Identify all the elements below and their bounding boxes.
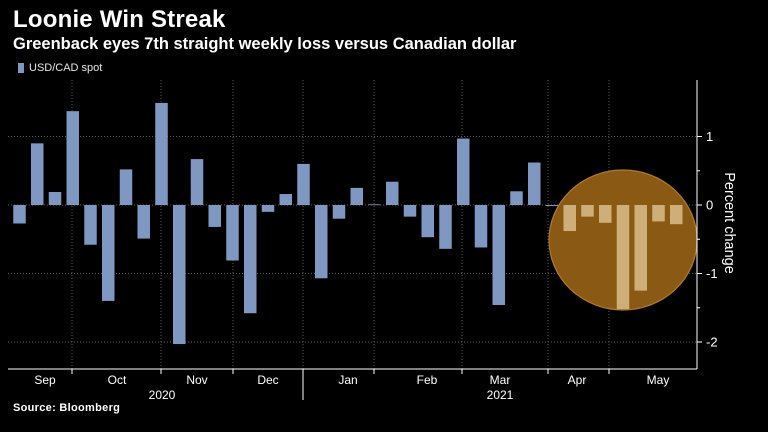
x-month-label: Sep bbox=[34, 373, 56, 387]
bar bbox=[634, 205, 647, 291]
bar bbox=[545, 205, 559, 206]
bar bbox=[528, 162, 541, 205]
bar bbox=[581, 205, 594, 217]
x-month-label: May bbox=[647, 373, 670, 387]
bar bbox=[599, 205, 612, 223]
bar bbox=[350, 187, 363, 205]
x-month-label: Dec bbox=[257, 373, 278, 387]
bar bbox=[173, 205, 186, 345]
x-month-label: Apr bbox=[568, 373, 587, 387]
chart-legend: USD/CAD spot bbox=[18, 62, 102, 74]
bar bbox=[403, 205, 417, 217]
x-month-label: Feb bbox=[417, 373, 438, 387]
bar bbox=[670, 205, 683, 225]
bar bbox=[66, 111, 79, 205]
bar bbox=[119, 169, 133, 205]
bar bbox=[190, 159, 204, 205]
bar bbox=[492, 205, 505, 306]
bar bbox=[474, 205, 488, 248]
y-tick-label: -1 bbox=[706, 266, 718, 281]
bar bbox=[244, 205, 257, 314]
y-tick-label: 0 bbox=[706, 198, 713, 213]
bar bbox=[226, 205, 239, 261]
bar bbox=[155, 102, 168, 205]
bar bbox=[208, 205, 221, 227]
legend-label: USD/CAD spot bbox=[29, 62, 103, 74]
bar bbox=[137, 205, 150, 239]
chart-subtitle: Greenback eyes 7th straight weekly loss … bbox=[13, 35, 517, 53]
bar bbox=[368, 204, 381, 206]
bar bbox=[563, 205, 576, 232]
bar bbox=[439, 205, 452, 249]
bar bbox=[315, 205, 328, 279]
bar bbox=[31, 143, 44, 205]
x-month-label: Nov bbox=[186, 373, 207, 387]
bar bbox=[13, 205, 26, 224]
legend-swatch bbox=[18, 63, 24, 73]
bar bbox=[84, 205, 97, 245]
bar bbox=[386, 181, 399, 205]
bar bbox=[261, 205, 275, 212]
y-axis-title: Percent change bbox=[721, 172, 737, 274]
bar bbox=[48, 191, 62, 205]
bar bbox=[102, 205, 115, 301]
bar bbox=[332, 205, 346, 219]
y-tick-label: 1 bbox=[706, 129, 713, 144]
x-year-label: 2021 bbox=[487, 388, 514, 402]
bar bbox=[457, 138, 470, 205]
source-note: Source: Bloomberg bbox=[13, 402, 121, 414]
y-tick-label: -2 bbox=[706, 335, 718, 350]
bar bbox=[652, 205, 665, 222]
bar bbox=[279, 194, 292, 205]
x-year-label: 2020 bbox=[149, 388, 176, 402]
bar bbox=[421, 205, 434, 238]
bar bbox=[297, 163, 310, 205]
x-month-label: Oct bbox=[108, 373, 127, 387]
bar bbox=[616, 205, 630, 310]
x-month-label: Mar bbox=[490, 373, 511, 387]
bar bbox=[510, 191, 523, 205]
chart-title: Loonie Win Streak bbox=[13, 6, 226, 33]
x-month-label: Jan bbox=[338, 373, 357, 387]
